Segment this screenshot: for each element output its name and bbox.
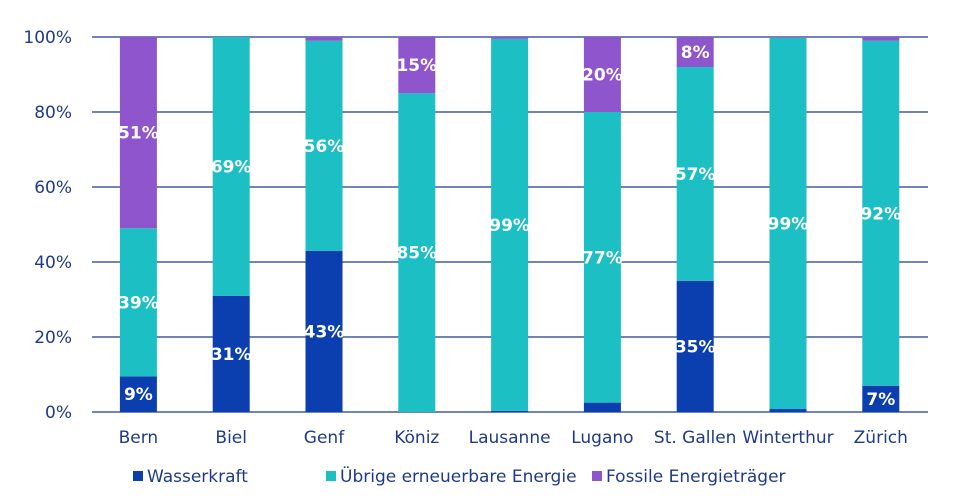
- bar-genf-fossile-energietrager: [305, 37, 343, 41]
- x-tick-label-biel: Biel: [215, 428, 247, 448]
- data-label-winterthur-ubrige-erneuerbare-energie: 99%: [768, 214, 809, 234]
- x-tick-label-genf: Genf: [304, 428, 345, 448]
- bar-lugano-ubrige-erneuerbare-energie: [583, 112, 621, 403]
- bar-zurich-wasserkraft: [862, 385, 900, 412]
- bar-winterthur-ubrige-erneuerbare-energie: [769, 37, 807, 409]
- data-label-bern-wasserkraft: 9%: [124, 385, 153, 405]
- bar-zurich-ubrige-erneuerbare-energie: [862, 40, 900, 386]
- y-tick-label-2: 40%: [34, 253, 72, 273]
- x-tick-label-lugano: Lugano: [571, 428, 633, 448]
- y-tick-label-1: 20%: [34, 328, 72, 348]
- data-label-bern-ubrige-erneuerbare-energie: 39%: [118, 293, 159, 313]
- bar-lausanne-fossile-energietrager: [491, 37, 529, 39]
- data-label-st-gallen-ubrige-erneuerbare-energie: 57%: [675, 165, 716, 185]
- legend-label-wasserkraft: Wasserkraft: [147, 467, 248, 487]
- data-label-lugano-fossile-energietrager: 20%: [582, 66, 623, 86]
- data-label-koniz-ubrige-erneuerbare-energie: 85%: [396, 244, 437, 264]
- x-tick-label-lausanne: Lausanne: [469, 428, 551, 448]
- bar-koniz-ubrige-erneuerbare-energie: [398, 93, 436, 412]
- bar-winterthur-fossile-energietrager: [769, 37, 807, 38]
- data-label-biel-ubrige-erneuerbare-energie: 69%: [211, 157, 252, 177]
- bar-lausanne-wasserkraft: [491, 410, 529, 412]
- data-label-st-gallen-wasserkraft: 35%: [675, 337, 716, 357]
- data-label-genf-ubrige-erneuerbare-energie: 56%: [304, 137, 345, 157]
- y-tick-label-3: 60%: [34, 178, 72, 198]
- bar-st-gallen-fossile-energietrager: [676, 37, 714, 67]
- bar-lugano-fossile-energietrager: [583, 37, 621, 112]
- legend-label-ubrige-erneuerbare-energie: Übrige erneuerbare Energie: [340, 465, 577, 487]
- data-label-bern-fossile-energietrager: 51%: [118, 124, 159, 144]
- bar-lugano-wasserkraft: [583, 402, 621, 412]
- legend-swatch-fossile-energietrager: [592, 471, 602, 481]
- y-tick-label-0: 0%: [45, 403, 72, 423]
- bar-koniz-fossile-energietrager: [398, 37, 436, 94]
- data-label-zurich-wasserkraft: 7%: [866, 390, 895, 410]
- bar-bern-ubrige-erneuerbare-energie: [119, 228, 157, 377]
- legend-label-fossile-energietrager: Fossile Energieträger: [606, 467, 786, 487]
- data-label-lausanne-ubrige-erneuerbare-energie: 99%: [489, 216, 530, 236]
- y-tick-label-5: 100%: [23, 28, 72, 48]
- legend-swatch-ubrige-erneuerbare-energie: [326, 471, 336, 481]
- data-label-biel-wasserkraft: 31%: [211, 345, 252, 365]
- x-tick-label-bern: Bern: [119, 428, 159, 448]
- bar-winterthur-wasserkraft: [769, 409, 807, 412]
- bar-lausanne-ubrige-erneuerbare-energie: [491, 38, 529, 411]
- x-tick-label-winterthur: Winterthur: [742, 428, 833, 448]
- bar-genf-ubrige-erneuerbare-energie: [305, 40, 343, 251]
- data-label-zurich-ubrige-erneuerbare-energie: 92%: [860, 204, 901, 224]
- bar-genf-wasserkraft: [305, 250, 343, 412]
- data-label-st-gallen-fossile-energietrager: 8%: [681, 43, 710, 63]
- bar-bern-wasserkraft: [119, 376, 157, 412]
- y-tick-label-4: 80%: [34, 103, 72, 123]
- x-tick-label-zurich: Zürich: [854, 428, 908, 448]
- data-label-genf-wasserkraft: 43%: [304, 322, 345, 342]
- bar-st-gallen-wasserkraft: [676, 280, 714, 412]
- data-label-koniz-fossile-energietrager: 15%: [396, 56, 437, 76]
- bar-bern-fossile-energietrager: [119, 37, 157, 229]
- bar-biel-ubrige-erneuerbare-energie: [212, 37, 250, 296]
- x-tick-label-koniz: Köniz: [394, 428, 439, 448]
- bar-biel-wasserkraft: [212, 295, 250, 412]
- bar-zurich-fossile-energietrager: [862, 37, 900, 41]
- bar-st-gallen-ubrige-erneuerbare-energie: [676, 67, 714, 281]
- data-label-lugano-ubrige-erneuerbare-energie: 77%: [582, 248, 623, 268]
- legend-swatch-wasserkraft: [133, 471, 143, 481]
- x-tick-label-st-gallen: St. Gallen: [654, 428, 737, 448]
